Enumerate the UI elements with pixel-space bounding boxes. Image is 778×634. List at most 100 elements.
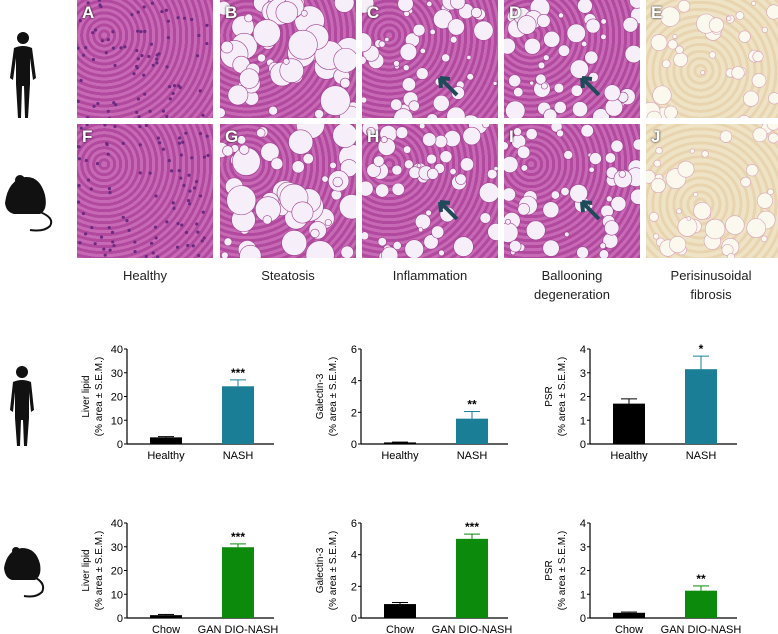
y-axis-label: Galectin-3 xyxy=(315,373,326,419)
panel-label: C xyxy=(367,3,380,22)
y-tick-label: 2 xyxy=(351,581,357,593)
y-tick-label: 30 xyxy=(111,368,123,380)
significance-marker: * xyxy=(699,342,704,356)
y-axis-label: PSR xyxy=(544,386,555,407)
significance-marker: ** xyxy=(467,398,477,412)
y-tick-label: 2 xyxy=(580,566,586,578)
caption-3: Ballooning degeneration xyxy=(534,268,610,302)
arrow-icon xyxy=(580,76,601,97)
y-axis-label-unit: (% area ± S.E.M.) xyxy=(557,531,568,610)
panel-label: J xyxy=(651,127,661,146)
y-tick-label: 0 xyxy=(117,613,123,625)
x-tick-label: Healthy xyxy=(381,450,419,462)
panel-label: E xyxy=(651,3,663,22)
y-axis-label: PSR xyxy=(544,560,555,581)
bar xyxy=(222,547,254,618)
histology-panel-j: J xyxy=(646,124,778,258)
x-tick-label: NASH xyxy=(686,450,717,462)
y-axis-label: Galectin-3 xyxy=(315,547,326,593)
panel-label: I xyxy=(509,127,514,146)
y-tick-label: 0 xyxy=(580,613,586,625)
bar xyxy=(150,615,182,618)
bar xyxy=(384,442,416,444)
bar xyxy=(613,403,645,444)
y-axis-label-unit: (% area ± S.E.M.) xyxy=(94,357,105,436)
y-tick-label: 4 xyxy=(351,376,357,388)
y-tick-label: 0 xyxy=(351,613,357,625)
x-tick-label: Chow xyxy=(152,624,180,634)
histology-panel-a: A xyxy=(77,0,213,118)
x-tick-label: Healthy xyxy=(610,450,648,462)
y-axis-label-unit: (% area ± S.E.M.) xyxy=(328,357,339,436)
arrow-icon xyxy=(580,200,601,221)
y-tick-label: 0 xyxy=(117,439,123,451)
x-tick-label: Chow xyxy=(386,624,414,634)
y-tick-label: 0 xyxy=(580,439,586,451)
x-tick-label: Chow xyxy=(615,624,643,634)
y-axis-label-unit: (% area ± S.E.M.) xyxy=(557,357,568,436)
histology-panel-e: E xyxy=(646,0,778,118)
caption-0: Healthy xyxy=(122,268,168,283)
panel-label: D xyxy=(509,3,522,22)
mouse-silhouette-icon xyxy=(5,175,53,232)
human-silhouette-icon xyxy=(10,366,34,446)
x-tick-label: Healthy xyxy=(147,450,185,462)
histology-panel-f: F xyxy=(77,124,213,258)
x-tick-label: GAN DIO-NASH xyxy=(661,624,742,634)
significance-marker: *** xyxy=(465,520,479,534)
histology-panel-c: C xyxy=(362,0,498,118)
histology-panel-d: D xyxy=(504,0,640,118)
caption-4: Perisinusoidal fibrosis xyxy=(670,268,752,302)
y-tick-label: 10 xyxy=(111,415,123,427)
histology-panel-i: I xyxy=(504,124,640,258)
bar xyxy=(456,418,488,444)
y-axis-label: Liver lipid xyxy=(81,549,92,591)
caption-2: Inflammation xyxy=(392,268,468,283)
y-tick-label: 6 xyxy=(351,518,357,530)
arrow-icon xyxy=(438,200,459,221)
caption-1: Steatosis xyxy=(261,268,315,283)
y-tick-label: 20 xyxy=(111,566,123,578)
y-tick-label: 1 xyxy=(580,415,586,427)
y-tick-label: 30 xyxy=(111,542,123,554)
human-silhouette-icon xyxy=(10,32,36,118)
histology-panel-h: H xyxy=(362,124,498,258)
y-tick-label: 3 xyxy=(580,542,586,554)
histology-panel-g: G xyxy=(220,124,356,258)
bar xyxy=(456,538,488,618)
significance-marker: *** xyxy=(231,366,245,380)
bar xyxy=(384,604,416,618)
y-tick-label: 2 xyxy=(351,407,357,419)
y-axis-label: Liver lipid xyxy=(81,375,92,417)
bar xyxy=(222,386,254,444)
y-tick-label: 0 xyxy=(351,439,357,451)
y-tick-label: 4 xyxy=(351,550,357,562)
y-axis-label-unit: (% area ± S.E.M.) xyxy=(94,531,105,610)
y-tick-label: 4 xyxy=(580,518,586,530)
y-tick-label: 1 xyxy=(580,589,586,601)
x-tick-label: GAN DIO-NASH xyxy=(432,624,513,634)
bar xyxy=(150,437,182,444)
panel-label: G xyxy=(225,127,239,146)
y-tick-label: 20 xyxy=(111,392,123,404)
mouse-silhouette-icon xyxy=(4,547,45,598)
panel-label: F xyxy=(82,127,93,146)
panel-label: H xyxy=(367,127,380,146)
y-tick-label: 2 xyxy=(580,392,586,404)
bar xyxy=(685,590,717,618)
y-tick-label: 6 xyxy=(351,344,357,356)
histology-panel-b: B xyxy=(220,0,356,118)
significance-marker: *** xyxy=(231,530,245,544)
y-tick-label: 4 xyxy=(580,344,586,356)
y-tick-label: 40 xyxy=(111,344,123,356)
x-tick-label: GAN DIO-NASH xyxy=(198,624,279,634)
y-tick-label: 40 xyxy=(111,518,123,530)
y-tick-label: 10 xyxy=(111,589,123,601)
bar xyxy=(613,612,645,618)
y-axis-label-unit: (% area ± S.E.M.) xyxy=(328,531,339,610)
arrow-icon xyxy=(438,76,459,97)
y-tick-label: 3 xyxy=(580,368,586,380)
bar xyxy=(685,369,717,444)
